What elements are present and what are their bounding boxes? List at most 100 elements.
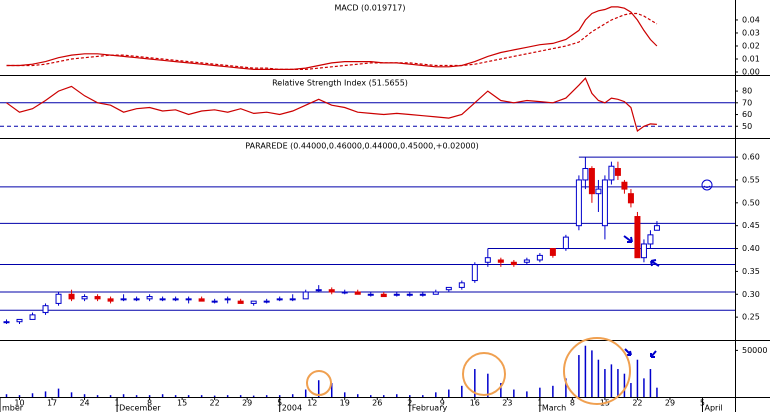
candle-body bbox=[614, 168, 621, 176]
candle-body bbox=[608, 165, 615, 181]
x-tick-label: 10 bbox=[14, 399, 24, 408]
x-tick-label: 26 bbox=[372, 399, 382, 408]
y-tick-label: 50000 bbox=[742, 346, 767, 355]
period-label: April bbox=[704, 404, 722, 412]
volume-bar bbox=[422, 395, 424, 397]
x-tick-label: 12 bbox=[307, 399, 317, 408]
volume-bar bbox=[278, 395, 281, 397]
y-tick-label: 0.40 bbox=[742, 244, 760, 253]
candle-body bbox=[536, 254, 543, 261]
candle-body bbox=[328, 289, 335, 293]
volume-bar bbox=[265, 395, 268, 397]
volume-bar bbox=[57, 388, 60, 397]
candle-body bbox=[510, 261, 517, 266]
period-label: 2004 bbox=[282, 404, 302, 412]
candle-body bbox=[484, 257, 491, 263]
candle-body bbox=[81, 296, 88, 300]
volume-bar bbox=[461, 385, 463, 397]
candle-body bbox=[172, 298, 179, 301]
candle-body bbox=[380, 293, 387, 298]
volume-bar bbox=[487, 373, 489, 397]
x-tick-label: 23 bbox=[502, 399, 512, 408]
candle-body bbox=[198, 298, 205, 302]
series-line bbox=[6, 12, 658, 70]
volume-bar bbox=[122, 394, 125, 397]
candle-body bbox=[523, 259, 530, 263]
candle-body bbox=[647, 234, 654, 245]
volume-bar bbox=[239, 395, 242, 397]
candle-body bbox=[250, 300, 257, 304]
highlight-circle bbox=[462, 352, 506, 396]
volume-bar bbox=[656, 387, 658, 397]
volume-bar bbox=[513, 389, 515, 397]
period-label: March bbox=[542, 404, 566, 412]
x-tick-label: 17 bbox=[47, 399, 57, 408]
volume-bar bbox=[213, 395, 216, 397]
candle-body bbox=[549, 248, 556, 256]
volume-bar bbox=[604, 369, 606, 397]
candle-body bbox=[595, 188, 602, 195]
volume-bar bbox=[226, 395, 229, 397]
y-tick-label: 0.04 bbox=[742, 15, 760, 24]
volume-bar bbox=[526, 391, 528, 397]
volume-bar bbox=[18, 395, 21, 397]
volume-bar bbox=[135, 395, 138, 397]
volume-bar bbox=[304, 389, 307, 397]
volume-bar bbox=[623, 373, 626, 397]
candle-body bbox=[432, 291, 439, 295]
volume-bar bbox=[330, 383, 333, 397]
candle-body bbox=[42, 305, 49, 314]
volume-bar bbox=[44, 391, 47, 397]
period-label: February bbox=[412, 404, 448, 412]
x-tick-label: 29 bbox=[242, 399, 252, 408]
arrow bbox=[623, 235, 633, 243]
volume-bar bbox=[539, 387, 541, 397]
volume-bar bbox=[383, 395, 385, 397]
x-tick-label: 19 bbox=[340, 399, 350, 408]
candle-body bbox=[29, 314, 36, 320]
arrow bbox=[650, 350, 657, 358]
volume-bar bbox=[474, 369, 476, 397]
y-tick-label: 0.60 bbox=[742, 153, 760, 162]
arrow bbox=[624, 348, 632, 356]
candle-body bbox=[653, 225, 660, 231]
smiley-mouth bbox=[703, 185, 711, 188]
candle-body bbox=[237, 300, 244, 304]
candle-body bbox=[185, 298, 192, 301]
candle-body bbox=[582, 168, 589, 181]
x-tick-label: 22 bbox=[210, 399, 220, 408]
volume-bar bbox=[584, 345, 587, 397]
candle-body bbox=[562, 236, 569, 250]
y-tick-label: 0.35 bbox=[742, 267, 760, 276]
volume-bar bbox=[174, 395, 177, 397]
candle-body bbox=[601, 179, 608, 227]
candle-body bbox=[627, 193, 634, 204]
y-tick-label: 0.55 bbox=[742, 175, 760, 184]
x-tick-label: 16 bbox=[470, 399, 480, 408]
volume-bar bbox=[396, 394, 398, 397]
volume-bar bbox=[109, 395, 112, 397]
annotations bbox=[306, 179, 713, 405]
y-tick-label: 0.50 bbox=[742, 198, 760, 207]
highlight-circle bbox=[306, 370, 332, 396]
candle-body bbox=[341, 291, 348, 294]
volume-bar bbox=[343, 392, 346, 397]
candle-body bbox=[640, 243, 647, 259]
volume-bar bbox=[630, 383, 632, 397]
volume-bar bbox=[409, 395, 411, 397]
volume-bar bbox=[500, 383, 502, 397]
volume-bar bbox=[643, 378, 645, 397]
y-tick-label: 0.30 bbox=[742, 290, 760, 299]
period-label: December bbox=[119, 404, 161, 412]
candle-body bbox=[419, 293, 426, 296]
x-tick-label: 29 bbox=[665, 399, 675, 408]
arrow bbox=[650, 259, 660, 267]
candle-body bbox=[497, 259, 504, 263]
y-tick-label: 0.25 bbox=[742, 313, 760, 322]
x-tick-label: 9 bbox=[440, 399, 445, 408]
volume-bar bbox=[448, 389, 450, 397]
candle-body bbox=[16, 318, 23, 323]
volume-bar bbox=[31, 393, 34, 397]
x-tick-label: 8 bbox=[570, 399, 575, 408]
